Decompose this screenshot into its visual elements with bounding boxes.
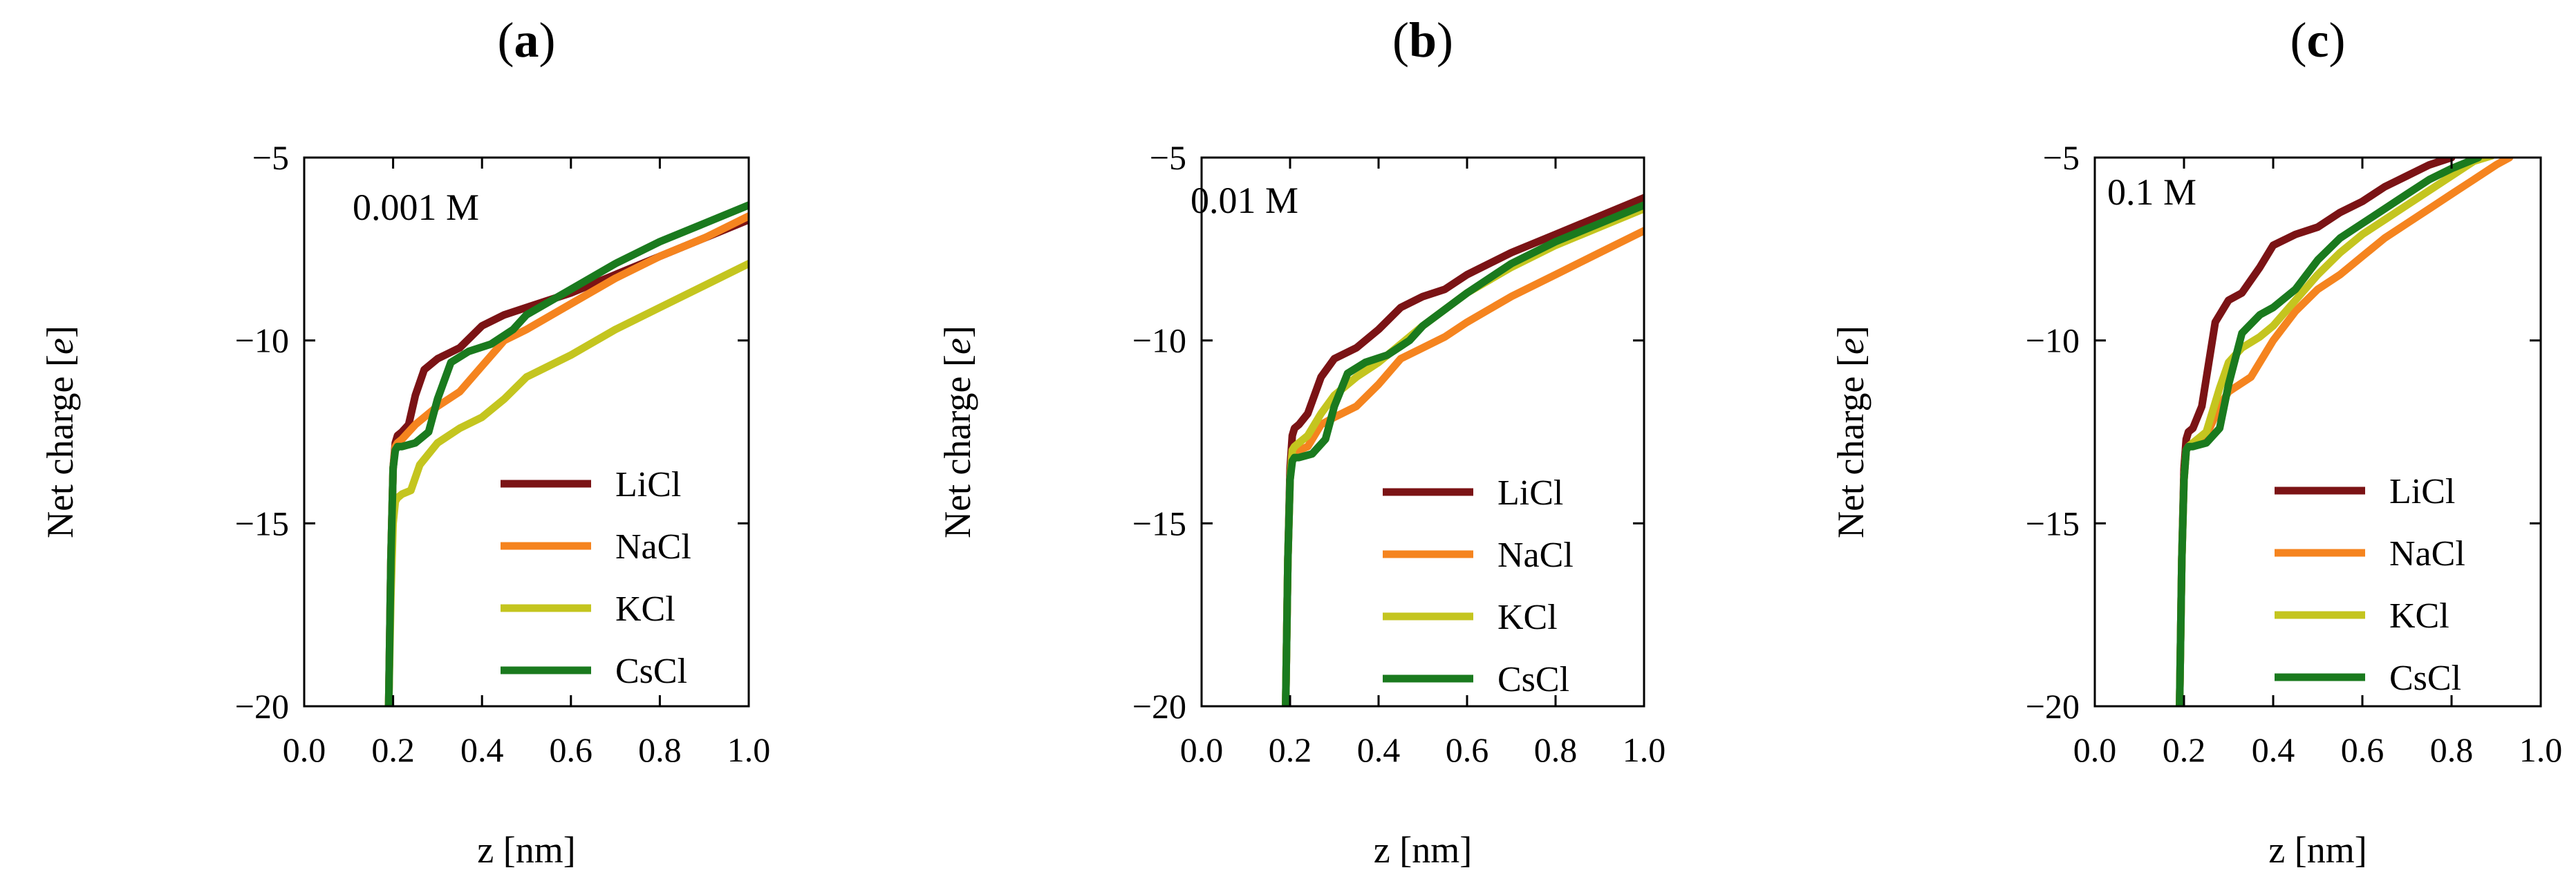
y-tick-label: −5 — [252, 138, 289, 177]
y-axis-label-close: ] — [937, 325, 978, 338]
x-tick-label: 0.2 — [1269, 730, 1312, 769]
panel-label: (b) — [1392, 12, 1453, 68]
y-tick-label: −20 — [1132, 687, 1186, 726]
chart-panel-a: (a) 0.0 0.2 0.4 0.6 0.8 1.0 −5 −10 −15 −20 z [nm] Ne… — [39, 12, 770, 871]
plot-frame — [1200, 156, 1645, 708]
panel-label-open-paren: ( — [2290, 12, 2307, 68]
series-line-nacl — [1282, 227, 1644, 706]
x-tick-label: 0.4 — [460, 730, 504, 769]
legend-label-nacl: NaCl — [2389, 534, 2465, 574]
legend-label-kcl: KCl — [615, 589, 675, 629]
y-axis-label: Net charge [e] — [39, 325, 81, 538]
x-tick-label: 0.0 — [2073, 730, 2117, 769]
x-tick-label: 0.0 — [1180, 730, 1224, 769]
y-axis-label-text: Net charge [ — [1830, 355, 1872, 538]
y-axis-label: Net charge [e] — [937, 325, 978, 538]
legend: LiCl NaCl KCl CsCl — [2275, 472, 2465, 698]
chart-panel-b: (b) 0.0 0.2 0.4 0.6 0.8 1.0 −5 −10 −15 −20 z [nm] Ne… — [937, 12, 1665, 871]
legend-label-kcl: KCl — [1497, 598, 1558, 637]
panel-label-open-paren: ( — [498, 12, 514, 68]
panel-label-open-paren: ( — [1392, 12, 1409, 68]
series-line-nacl — [2176, 158, 2514, 706]
plot-frame — [2093, 156, 2542, 708]
legend-label-nacl: NaCl — [1497, 536, 1574, 575]
y-axis-label-unit: e — [937, 338, 978, 355]
y-tick-label: −15 — [1132, 504, 1186, 542]
legend: LiCl NaCl KCl CsCl — [1383, 473, 1574, 699]
y-tick-label: −5 — [1150, 138, 1186, 177]
legend-label-cscl: CsCl — [615, 652, 687, 691]
series-group — [2176, 158, 2514, 706]
series-group — [1282, 193, 1644, 706]
x-axis-label: z [nm] — [477, 829, 575, 871]
y-axis-label-unit: e — [1830, 338, 1872, 355]
series-line-cscl — [384, 201, 749, 706]
panel-label-close-paren: ) — [539, 12, 556, 68]
y-axis-label: Net charge [e] — [1830, 325, 1872, 538]
panel-label: (c) — [2290, 12, 2346, 68]
y-tick-label: −10 — [2026, 321, 2080, 360]
series-line-cscl — [2176, 158, 2483, 706]
x-tick-label: 0.8 — [1534, 730, 1578, 769]
x-tick-label: 0.4 — [2252, 730, 2295, 769]
panel-label-letter: a — [514, 12, 539, 68]
x-tick-label: 0.6 — [1446, 730, 1489, 769]
x-tick-label: 0.2 — [2163, 730, 2206, 769]
x-tick-label: 0.2 — [371, 730, 415, 769]
series-group — [384, 201, 749, 706]
legend-label-nacl: NaCl — [615, 527, 691, 567]
series-line-licl — [2176, 158, 2456, 706]
y-tick-label: −5 — [2043, 138, 2080, 177]
x-tick-label: 1.0 — [727, 730, 771, 769]
legend: LiCl NaCl KCl CsCl — [501, 465, 691, 691]
chart-panel-c: (c) 0.0 0.2 0.4 0.6 0.8 1.0 −5 −10 −15 −20 z [nm] Ne… — [1830, 12, 2562, 871]
x-tick-label: 0.8 — [638, 730, 682, 769]
x-tick-label: 0.6 — [2341, 730, 2384, 769]
y-tick-label: −20 — [235, 687, 289, 726]
concentration-label: 0.1 M — [2107, 171, 2196, 213]
legend-label-cscl: CsCl — [2389, 659, 2461, 698]
legend-label-licl: LiCl — [1497, 473, 1563, 513]
y-tick-label: −15 — [2026, 504, 2080, 542]
x-axis-label: z [nm] — [1374, 829, 1472, 871]
y-tick-label: −20 — [2026, 687, 2080, 726]
x-tick-label: 0.8 — [2430, 730, 2474, 769]
y-tick-label: −10 — [1132, 321, 1186, 360]
y-axis-label-close: ] — [1830, 325, 1872, 338]
concentration-label: 0.01 M — [1191, 180, 1298, 221]
legend-label-licl: LiCl — [2389, 472, 2455, 511]
legend-label-kcl: KCl — [2389, 596, 2449, 636]
series-line-cscl — [1282, 201, 1644, 706]
panel-label-close-paren: ) — [2328, 12, 2345, 68]
y-axis-label-close: ] — [39, 325, 81, 338]
y-axis-label-unit: e — [39, 338, 81, 355]
plot-frame — [303, 156, 750, 708]
y-tick-label: −10 — [235, 321, 289, 360]
y-axis-label-text: Net charge [ — [937, 355, 978, 538]
y-tick-label: −15 — [235, 504, 289, 542]
panel-label-letter: c — [2307, 12, 2329, 68]
panel-label-letter: b — [1409, 12, 1437, 68]
series-line-licl — [1282, 193, 1644, 706]
x-tick-label: 0.4 — [1357, 730, 1401, 769]
panel-label: (a) — [498, 12, 556, 68]
legend-label-cscl: CsCl — [1497, 660, 1569, 699]
series-line-kcl — [1282, 205, 1644, 706]
x-tick-label: 1.0 — [1623, 730, 1666, 769]
x-tick-label: 0.6 — [550, 730, 593, 769]
concentration-label: 0.001 M — [353, 187, 479, 228]
legend-label-licl: LiCl — [615, 465, 681, 504]
x-tick-label: 1.0 — [2519, 730, 2563, 769]
panel-label-close-paren: ) — [1437, 12, 1453, 68]
x-tick-label: 0.0 — [283, 730, 326, 769]
y-axis-label-text: Net charge [ — [39, 355, 81, 538]
x-axis-label: z [nm] — [2268, 829, 2367, 871]
